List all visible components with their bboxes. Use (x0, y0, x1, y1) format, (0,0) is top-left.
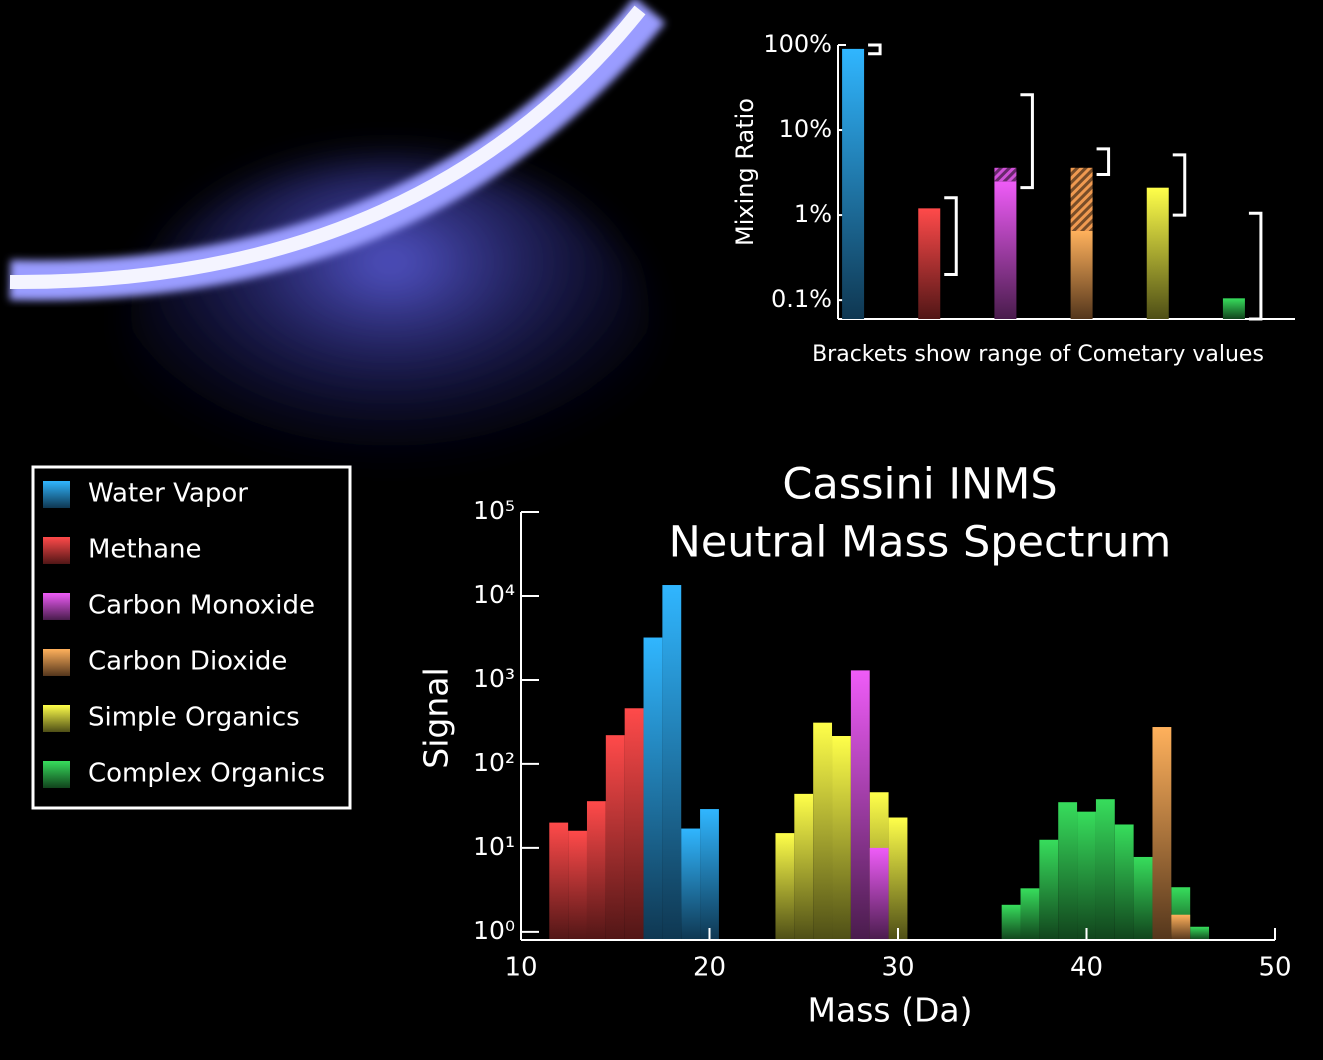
x-tick-label: 10 (504, 953, 537, 983)
y-tick-label: 10² (473, 748, 515, 777)
histogram-bar (568, 831, 587, 940)
legend-label: Carbon Dioxide (88, 647, 287, 677)
y-tick-label: 10% (779, 115, 832, 143)
legend-label: Complex Organics (88, 759, 325, 789)
chart-subtitle: Neutral Mass Spectrum (669, 518, 1172, 568)
histogram-bar (1190, 927, 1209, 940)
histogram-bar (625, 708, 644, 940)
histogram-bar (1021, 888, 1040, 940)
histogram-bar (662, 585, 681, 940)
bar (1071, 231, 1093, 319)
legend: Water Vapor Methane Carbon Monoxide Carbon … (33, 467, 350, 808)
legend-label: Water Vapor (88, 479, 248, 509)
y-axis-label: Signal (417, 667, 456, 768)
y-tick-label: 10³ (473, 664, 515, 693)
bar (1223, 298, 1245, 319)
histogram-bar (587, 801, 606, 940)
histogram-bar (889, 818, 908, 940)
histogram-bar (1115, 824, 1134, 940)
bar (918, 208, 940, 319)
y-axis-label: Mixing Ratio (731, 98, 759, 246)
histogram-bar (775, 833, 794, 940)
histogram-bar (606, 735, 625, 940)
chart: Mixing Ratio Brackets show range of Come… (0, 0, 1323, 1060)
bar (842, 49, 864, 319)
legend-swatch (43, 705, 70, 732)
histogram-bar (681, 829, 700, 940)
legend-label: Methane (88, 535, 202, 565)
histogram-bar (870, 848, 889, 940)
page: Mixing Ratio Brackets show range of Come… (0, 0, 1323, 1060)
histogram-bar (794, 794, 813, 940)
legend-swatch (43, 761, 70, 788)
x-tick-label: 40 (1070, 953, 1103, 983)
y-tick-label: 1% (794, 200, 832, 228)
histogram-bar (1002, 905, 1021, 940)
histogram-bar (644, 638, 663, 940)
histogram-bar (1171, 915, 1190, 940)
legend-label: Carbon Monoxide (88, 591, 315, 621)
chart-title: Cassini INMS (782, 460, 1057, 510)
histogram-bar (1077, 812, 1096, 940)
x-tick-label: 20 (693, 953, 726, 983)
histogram-bar (1058, 802, 1077, 940)
y-tick-label: 10⁵ (473, 496, 515, 525)
y-tick-label: 100% (763, 30, 832, 58)
x-axis-label: Mass (Da) (808, 991, 973, 1030)
x-tick-label: 50 (1258, 953, 1291, 983)
histogram-bar (549, 823, 568, 940)
legend-swatch (43, 481, 70, 508)
legend-swatch (43, 537, 70, 564)
bar (994, 181, 1016, 319)
histogram-bar (1096, 799, 1115, 940)
bar-upper-hatched (1071, 168, 1093, 231)
legend-label: Simple Organics (88, 703, 300, 733)
bar (1147, 188, 1169, 319)
histogram-bar (813, 723, 832, 940)
bar-upper-hatched (994, 168, 1016, 181)
legend-swatch (43, 649, 70, 676)
legend-swatch (43, 593, 70, 620)
histogram-bar (700, 809, 719, 940)
histogram-bar (1134, 857, 1153, 940)
histogram-bar (1152, 727, 1171, 940)
x-tick-label: 30 (881, 953, 914, 983)
annotation: Brackets show range of Cometary values (812, 342, 1264, 367)
y-tick-label: 0.1% (771, 285, 832, 313)
histogram-bar (1039, 840, 1058, 940)
legend-box (33, 467, 350, 808)
y-tick-label: 10⁰ (473, 916, 515, 945)
histogram-bar (851, 670, 870, 940)
y-tick-label: 10⁴ (473, 580, 515, 609)
y-tick-label: 10¹ (473, 832, 515, 861)
histogram-bar (832, 736, 851, 940)
